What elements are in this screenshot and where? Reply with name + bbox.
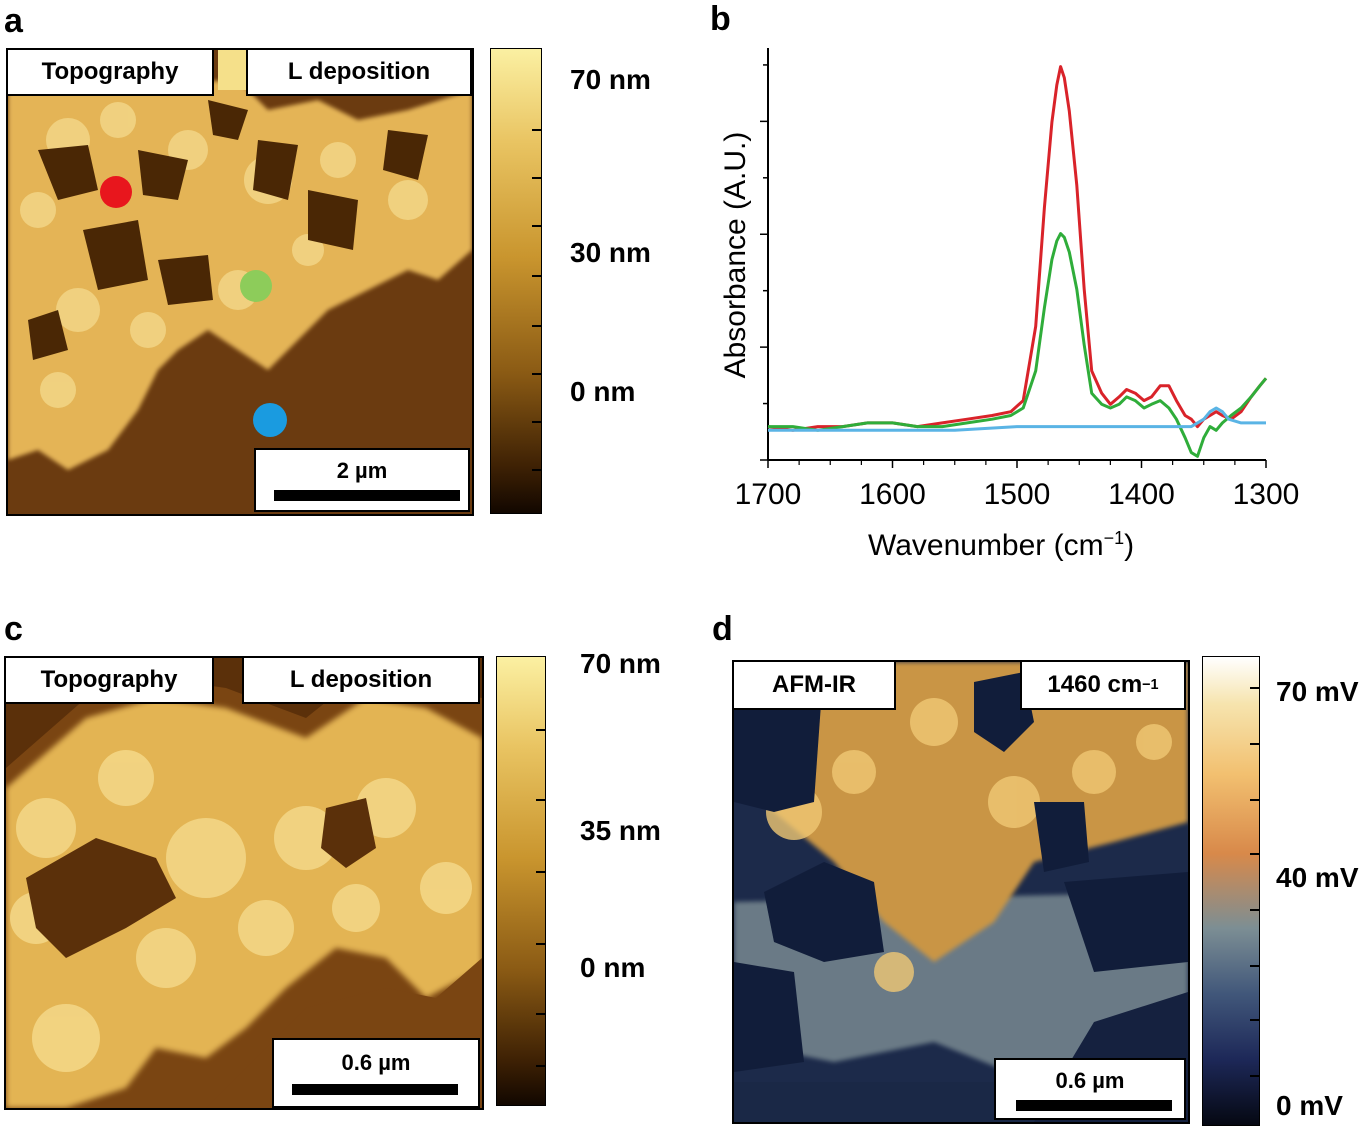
panel-letter-c: c xyxy=(4,610,23,648)
colorbar-a-bottom-label: 0 nm xyxy=(570,376,636,407)
topography-image-a xyxy=(6,48,474,516)
afm-ir-image-d xyxy=(732,660,1190,1124)
colorbar-c-bottom-label: 0 nm xyxy=(580,952,646,983)
colorbar-d xyxy=(1202,656,1260,1126)
label-wavenumber-d-sup: −1 xyxy=(1142,677,1159,693)
label-topography-c: Topography xyxy=(4,656,214,704)
label-deposition-c: L deposition xyxy=(242,656,480,704)
colorbar-a-top-label: 70 nm xyxy=(570,64,651,95)
x-axis-label-text: Wavenumber (cm xyxy=(868,529,1104,562)
x-tick-label: 1500 xyxy=(984,478,1051,511)
colorbar-c xyxy=(496,656,546,1106)
colorbar-a-mid-label: 30 nm xyxy=(570,237,651,268)
x-tick-label: 1400 xyxy=(1108,478,1175,511)
scale-line-a xyxy=(274,490,460,501)
topography-map-a xyxy=(8,50,472,514)
y-axis-label: Absorbance (A.U.) xyxy=(719,131,752,379)
colorbar-c-mid-label: 35 nm xyxy=(580,815,661,846)
scale-line-c xyxy=(292,1084,458,1095)
scale-bar-c: 0.6 µm xyxy=(272,1038,480,1108)
colorbar-d-mid-label: 40 mV xyxy=(1276,862,1359,893)
colorbar-a xyxy=(490,48,542,514)
x-tick-label: 1700 xyxy=(735,478,802,511)
panel-letter-d: d xyxy=(712,610,733,648)
series-line-blue xyxy=(768,406,1266,432)
scale-label-c: 0.6 µm xyxy=(341,1050,411,1075)
afm-ir-map-d xyxy=(734,662,1188,1122)
x-tick-label: 1600 xyxy=(859,478,926,511)
label-afm-ir: AFM-IR xyxy=(732,660,896,710)
marker-green xyxy=(240,270,272,302)
panel-letter-b: b xyxy=(710,0,731,38)
scale-label-d: 0.6 µm xyxy=(1055,1068,1125,1093)
label-deposition-a: L deposition xyxy=(246,48,472,96)
scale-label-a: 2 µm xyxy=(336,458,388,483)
x-tick-label: 1300 xyxy=(1233,478,1300,511)
label-topography-a: Topography xyxy=(6,48,214,96)
x-axis-label-sup: −1 xyxy=(1103,528,1125,548)
panel-letter-a: a xyxy=(4,2,23,40)
series-line-red xyxy=(767,65,1268,432)
scale-bar-a: 2 µm xyxy=(254,448,470,512)
label-wavenumber-d-text: 1460 cm xyxy=(1047,671,1143,698)
colorbar-c-top-label: 70 nm xyxy=(580,648,661,679)
series-line-green xyxy=(768,232,1268,458)
marker-red xyxy=(100,176,132,208)
scale-line-d xyxy=(1016,1100,1172,1111)
marker-blue xyxy=(253,403,287,437)
scale-bar-d: 0.6 µm xyxy=(994,1058,1186,1120)
label-wavenumber-d: 1460 cm −1 xyxy=(1020,660,1186,710)
spectrum-chart: 1700 1600 1500 1400 1300 xyxy=(735,48,1300,511)
colorbar-d-bottom-label: 0 mV xyxy=(1276,1090,1343,1121)
x-axis-label: Wavenumber (cm−1) xyxy=(868,528,1134,563)
colorbar-d-top-label: 70 mV xyxy=(1276,676,1359,707)
x-axis-label-end: ) xyxy=(1124,529,1135,562)
